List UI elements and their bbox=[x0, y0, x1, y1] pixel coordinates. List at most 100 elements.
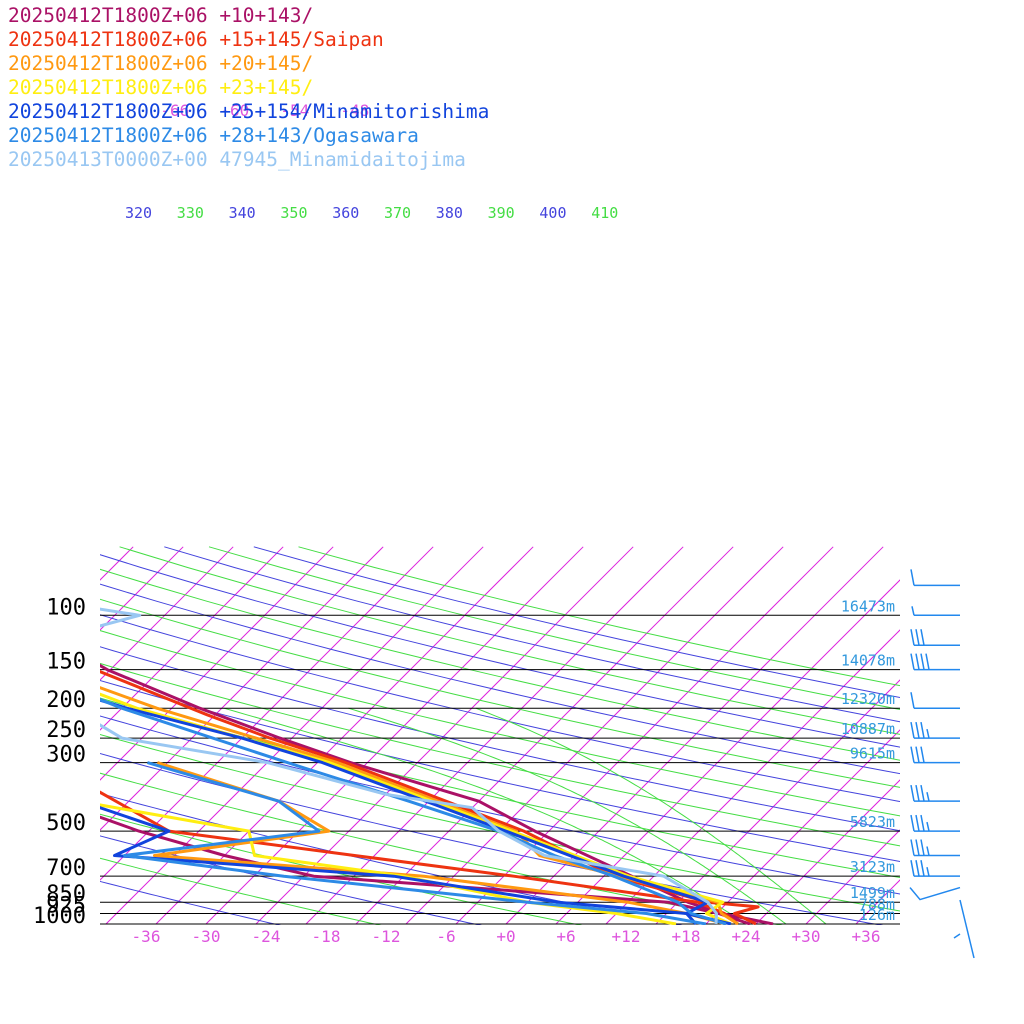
height-labels: 16473m 14078m 12320m 10887m 9615m 5823m 3123m 1… bbox=[841, 597, 895, 924]
dry-adiabat-line bbox=[100, 614, 900, 803]
isotherm-line bbox=[100, 546, 384, 831]
isotherm-line bbox=[305, 546, 684, 925]
dry-adiabat-line bbox=[100, 734, 900, 912]
dry-adiabat-line bbox=[100, 662, 900, 847]
isotherm-line bbox=[100, 546, 184, 631]
temperature-tick-label: -30 bbox=[192, 927, 221, 946]
series-temperature-line bbox=[100, 669, 760, 925]
wind-barb-flag bbox=[925, 653, 930, 670]
wind-barb-flag bbox=[910, 569, 915, 586]
series-temperature-line bbox=[100, 663, 774, 925]
temperature-tick-label: -6 bbox=[436, 927, 455, 946]
wind-barb-flag bbox=[910, 629, 915, 646]
wind-barb-flag bbox=[920, 860, 925, 877]
legend-entry: 20250413T0000Z+00 47945_Minamidaitojima bbox=[8, 148, 466, 171]
pressure-tick-label: 500 bbox=[46, 811, 86, 836]
isotherm-line bbox=[755, 779, 900, 925]
dry-adiabat-line bbox=[100, 753, 884, 925]
height-label: 1499m bbox=[850, 884, 895, 902]
wind-barb-flag bbox=[915, 814, 920, 832]
moist-adiabat-grid bbox=[223, 707, 827, 925]
wind-barb-flag bbox=[910, 746, 915, 763]
height-label: 9615m bbox=[850, 745, 895, 763]
wind-barb-flag bbox=[920, 814, 925, 832]
temperature-tick-label: +36 bbox=[852, 927, 881, 946]
height-label: 5823m bbox=[850, 813, 895, 831]
upper-isotherm-label: -60 bbox=[220, 101, 249, 120]
wind-barb-flag bbox=[915, 839, 920, 856]
height-label: 126m bbox=[859, 906, 895, 924]
dry-adiabat-line bbox=[100, 568, 900, 761]
isotherm-line bbox=[100, 546, 234, 681]
wind-barb-flag bbox=[910, 814, 915, 832]
pressure-tick-label: 700 bbox=[46, 856, 86, 881]
isotherm-line bbox=[705, 729, 900, 925]
theta-labels: 320 330 340 350 360 370 380 390 400 410 bbox=[125, 204, 618, 222]
wind-barb-flag bbox=[926, 791, 930, 802]
dry-adiabat-line bbox=[119, 546, 900, 735]
isotherm-line bbox=[405, 546, 784, 925]
sounding-profiles bbox=[100, 607, 774, 925]
temperature-tick-label: +12 bbox=[612, 927, 641, 946]
isotherm-line bbox=[255, 546, 634, 925]
theta-label: 330 bbox=[177, 204, 204, 222]
wind-barb-flag bbox=[920, 629, 925, 646]
theta-label: 360 bbox=[332, 204, 359, 222]
wind-barb-flag bbox=[915, 653, 920, 670]
isotherm-line bbox=[355, 546, 734, 925]
temperature-tick-label: -24 bbox=[252, 927, 281, 946]
pressure-tick-label: 150 bbox=[46, 650, 86, 675]
upper-isotherm-label: -48 bbox=[340, 101, 369, 120]
legend-entry: 20250412T1800Z+06 +23+145/ bbox=[8, 76, 314, 99]
wind-barb-flag bbox=[910, 860, 915, 877]
temperature-tick-label: -36 bbox=[132, 927, 161, 946]
dry-adiabat-line bbox=[100, 857, 382, 925]
wind-barb-flag bbox=[915, 629, 920, 646]
legend-entry: 20250412T1800Z+06 +28+143/Ogasawara bbox=[8, 124, 419, 147]
dry-adiabat-line bbox=[100, 554, 900, 748]
dry-adiabat-line bbox=[100, 598, 900, 788]
wind-barb-flag bbox=[910, 722, 915, 739]
height-label: 788m bbox=[859, 896, 895, 914]
wind-barb-flag bbox=[915, 746, 920, 763]
series-dewpoint-line bbox=[100, 806, 698, 925]
pressure-tick-label: 250 bbox=[46, 718, 86, 743]
dry-adiabat-line bbox=[100, 880, 282, 925]
theta-label: 400 bbox=[539, 204, 566, 222]
legend-entry: 20250412T1800Z+06 +15+145/Saipan bbox=[8, 28, 384, 51]
wind-barb-flag bbox=[926, 728, 930, 739]
wind-barb-flag bbox=[926, 846, 930, 856]
temperature-tick-label: -18 bbox=[312, 927, 341, 946]
dry-adiabat-line bbox=[100, 630, 900, 817]
temperature-tick-label: +0 bbox=[496, 927, 515, 946]
theta-label: 340 bbox=[229, 204, 256, 222]
wind-barb-flag bbox=[911, 606, 915, 616]
wind-barb-flag bbox=[910, 692, 915, 709]
wind-barb-flag bbox=[910, 653, 915, 670]
pressure-tick-label: 300 bbox=[46, 743, 86, 768]
pressure-tick-label: 200 bbox=[46, 688, 86, 713]
legend-entry: 20250412T1800Z+06 +25+154/Minamitorishim… bbox=[8, 100, 490, 123]
temperature-tick-label: +30 bbox=[792, 927, 821, 946]
upper-isotherm-label: -54 bbox=[280, 101, 309, 120]
wind-barb-flag bbox=[915, 860, 920, 877]
series-temperature-line bbox=[100, 697, 727, 925]
height-label: 3123m bbox=[850, 858, 895, 876]
pressure-tick-label: 100 bbox=[46, 595, 86, 620]
isotherm-line bbox=[1006, 547, 1024, 924]
dry-adiabat-line bbox=[100, 646, 900, 832]
isotherm-line bbox=[655, 679, 900, 925]
isotherm-line bbox=[100, 546, 284, 731]
temperature-axis: -36 -30 -24 -18 -12 -6 +0 +6 +12 +18 +24 +30 +36 bbox=[132, 927, 881, 946]
series-dewpoint-line bbox=[123, 761, 707, 925]
height-label: 14078m bbox=[841, 652, 895, 670]
wind-barb-flag bbox=[926, 867, 930, 877]
wind-barb bbox=[909, 886, 961, 901]
temperature-tick-label: -12 bbox=[372, 927, 401, 946]
dry-adiabat-line bbox=[100, 583, 900, 775]
wind-barb-flag bbox=[920, 785, 925, 802]
dry-adiabat-line bbox=[100, 715, 900, 895]
temperature-tick-label: +24 bbox=[732, 927, 761, 946]
